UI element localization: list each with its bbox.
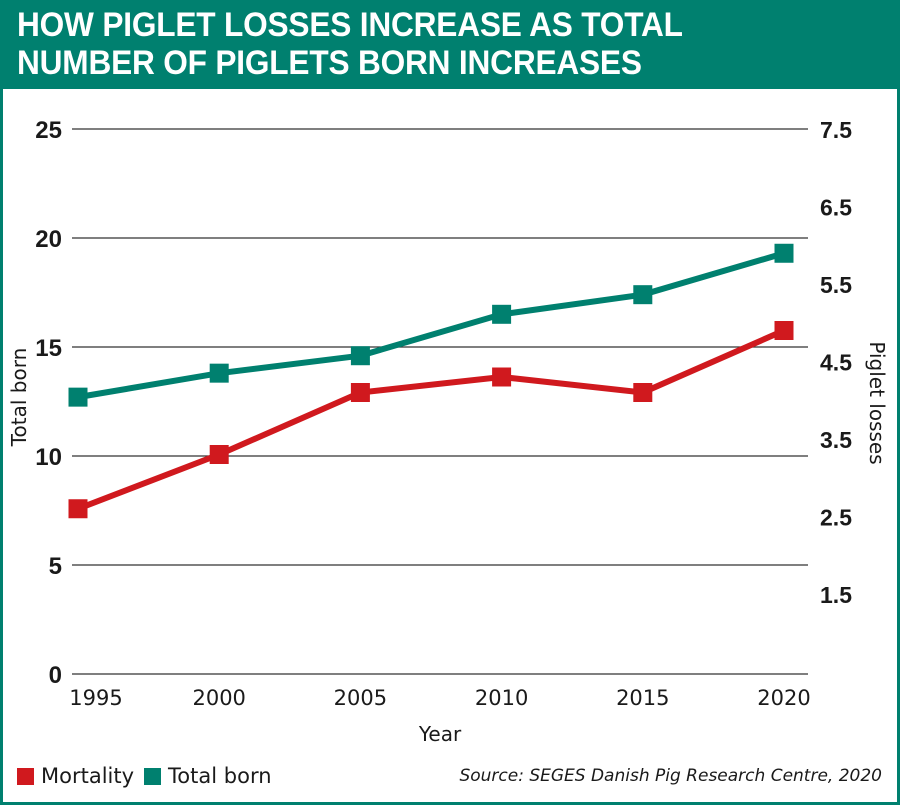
y-tick-label-left: 15 bbox=[35, 335, 62, 362]
legend-swatch-total-born bbox=[144, 767, 162, 785]
y-tick-label-right: 4.5 bbox=[820, 350, 852, 376]
x-tick-label: 2015 bbox=[616, 686, 669, 710]
x-axis-ticks: 1995 2000 2005 2010 2015 2020 bbox=[69, 686, 810, 710]
series-line-mortality bbox=[76, 327, 786, 512]
chart-title: HOW PIGLET LOSSES INCREASE AS TOTAL NUMB… bbox=[17, 6, 683, 82]
y-axis-right-label: Piglet losses bbox=[865, 341, 889, 464]
data-point-total-born bbox=[350, 346, 370, 366]
y-axis-left-ticks: 0 5 10 15 20 25 bbox=[35, 117, 62, 689]
series-layer bbox=[68, 243, 794, 519]
y-tick-label-right: 1.5 bbox=[820, 582, 852, 608]
data-point-mortality bbox=[350, 383, 370, 402]
legend-label-mortality: Mortality bbox=[41, 764, 135, 788]
chart-title-line-2: NUMBER OF PIGLETS BORN INCREASES bbox=[17, 44, 642, 82]
series-line-total-born bbox=[77, 250, 785, 401]
data-point-total-born bbox=[633, 285, 653, 305]
chart-title-line-1: HOW PIGLET LOSSES INCREASE AS TOTAL bbox=[17, 6, 683, 44]
x-tick-label: 2005 bbox=[334, 686, 387, 710]
legend-swatch-mortality bbox=[17, 767, 34, 785]
legend: Mortality Total born bbox=[17, 764, 282, 788]
x-tick-label: 2010 bbox=[475, 686, 528, 710]
y-tick-label-left: 10 bbox=[35, 444, 62, 471]
x-tick-label: 2020 bbox=[757, 686, 810, 710]
y-axis-left-label: Total born bbox=[7, 348, 31, 448]
y-tick-label-right: 6.5 bbox=[820, 195, 852, 221]
data-point-total-born bbox=[209, 363, 229, 383]
source-note: Source: SEGES Danish Pig Research Centre… bbox=[459, 766, 882, 786]
y-tick-label-left: 25 bbox=[35, 117, 62, 144]
title-banner: HOW PIGLET LOSSES INCREASE AS TOTAL NUMB… bbox=[0, 0, 900, 89]
gridlines bbox=[72, 128, 808, 675]
data-point-mortality bbox=[68, 499, 88, 519]
data-point-total-born bbox=[68, 387, 88, 407]
y-tick-label-right: 5.5 bbox=[820, 272, 852, 298]
legend-item-mortality: Mortality bbox=[17, 764, 134, 788]
y-tick-label-left: 0 bbox=[49, 662, 62, 689]
data-point-total-born bbox=[774, 243, 794, 263]
data-point-mortality bbox=[492, 367, 512, 387]
y-tick-label-right: 2.5 bbox=[820, 505, 852, 531]
x-tick-label: 1995 bbox=[69, 686, 122, 710]
data-point-total-born bbox=[492, 304, 512, 324]
data-point-mortality bbox=[633, 383, 653, 402]
y-tick-label-left: 20 bbox=[35, 226, 62, 253]
y-tick-label-right: 3.5 bbox=[820, 427, 852, 453]
x-tick-label: 2000 bbox=[192, 686, 245, 710]
data-point-mortality bbox=[209, 445, 229, 464]
y-axis-right-ticks: 1.5 2.5 3.5 4.5 5.5 6.5 7.5 bbox=[820, 117, 852, 608]
legend-label-total-born: Total born bbox=[168, 764, 272, 788]
x-axis-label: Year bbox=[418, 722, 462, 746]
y-tick-label-left: 5 bbox=[49, 553, 62, 580]
data-point-mortality bbox=[774, 321, 794, 340]
y-tick-label-right: 7.5 bbox=[820, 117, 852, 143]
legend-item-total-born: Total born bbox=[144, 764, 272, 788]
